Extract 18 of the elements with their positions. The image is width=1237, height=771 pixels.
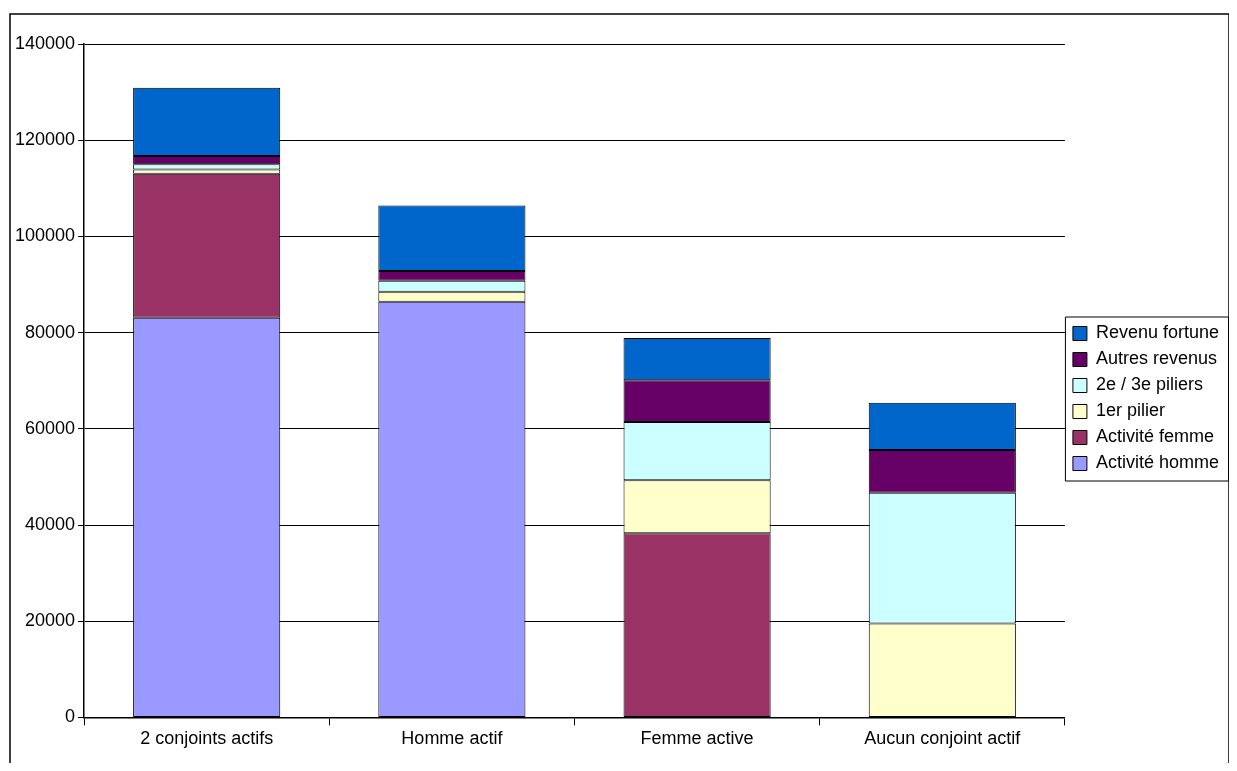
x-tick-label: Homme actif bbox=[401, 728, 504, 749]
y-tick-label: 40000 bbox=[25, 513, 76, 534]
legend-label: Revenu fortune bbox=[1095, 322, 1220, 343]
y-tick-label: 0 bbox=[65, 706, 76, 727]
legend-label: Autres revenus bbox=[1095, 348, 1217, 369]
x-tick-label: Femme active bbox=[640, 728, 754, 749]
y-tick-label: 60000 bbox=[25, 417, 76, 438]
y-tick-label: 140000 bbox=[14, 32, 76, 53]
y-tick-label: 120000 bbox=[14, 129, 76, 150]
legend-label: 1er pilier bbox=[1095, 400, 1165, 421]
y-tick-label: 80000 bbox=[25, 321, 76, 342]
legend-label: Activité homme bbox=[1095, 452, 1219, 473]
legend-label: 2e / 3e piliers bbox=[1095, 374, 1203, 395]
x-tick-label: Aucun conjoint actif bbox=[864, 728, 1022, 749]
y-tick-label: 100000 bbox=[14, 225, 76, 246]
x-tick-label: 2 conjoints actifs bbox=[140, 728, 274, 749]
y-tick-label: 20000 bbox=[25, 610, 76, 631]
legend-label: Activité femme bbox=[1095, 426, 1214, 447]
